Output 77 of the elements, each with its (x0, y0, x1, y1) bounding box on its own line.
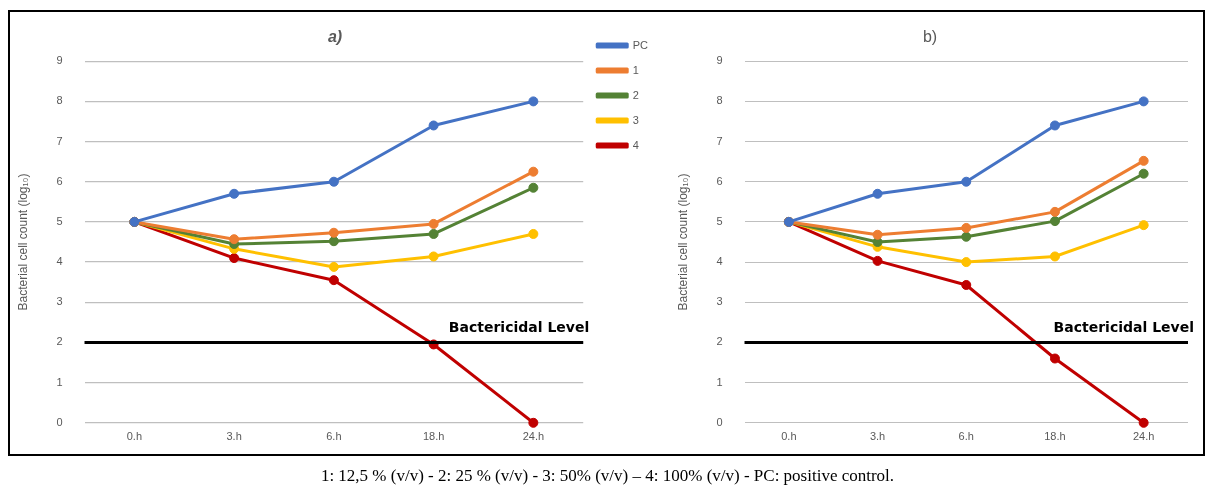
y-tick-label: 4 (716, 255, 723, 268)
y-tick-label: 1 (716, 375, 723, 388)
point (1049, 120, 1060, 131)
point (528, 417, 539, 428)
point (1049, 206, 1060, 217)
point (1138, 168, 1149, 179)
point (528, 96, 539, 107)
point (961, 231, 972, 242)
point (328, 275, 339, 286)
y-tick-label: 7 (56, 134, 63, 147)
x-tick-label: 3.h (226, 430, 242, 443)
point (428, 218, 439, 229)
y-tick-label: 9 (56, 54, 63, 67)
text: 1: 12,5 % (v/v) - 2: 25 % (v/v) - 3: 50% (v/v) – 4: 100% (v/v) - PC: positive control. (319, 466, 896, 486)
x-tick-label: 0.h (781, 430, 797, 443)
x-tick-label: 18.h (1044, 430, 1066, 443)
point (961, 222, 972, 233)
point (1049, 216, 1060, 227)
ref-line-label: Bactericidal Level (1053, 319, 1194, 336)
y-tick-label: 6 (716, 174, 723, 187)
point (428, 251, 439, 262)
point (528, 228, 539, 239)
y-tick-label: 3 (56, 295, 63, 308)
y-tick-label: 5 (56, 214, 63, 227)
ref-line-label: Bactericidal Level (448, 319, 590, 336)
point (229, 253, 240, 264)
legend-label: PC (632, 38, 649, 51)
y-tick-label: 4 (56, 255, 63, 268)
y-tick-label: 6 (56, 174, 63, 187)
point (328, 261, 339, 272)
point (328, 227, 339, 238)
legend-label: 3 (632, 113, 639, 126)
point (328, 176, 339, 187)
x-tick-label: 6.h (326, 430, 342, 443)
y-tick-label: 5 (716, 214, 723, 227)
point (961, 279, 972, 290)
point (1049, 251, 1060, 262)
point (328, 236, 339, 247)
point (872, 229, 883, 240)
legend-label: 1 (632, 63, 639, 76)
point (872, 255, 883, 266)
point (1138, 96, 1149, 107)
y-tick-label: 7 (716, 134, 723, 147)
point (872, 188, 883, 199)
legend-label: 4 (632, 138, 639, 151)
y-axis-title: Bacterial cell count (log₁₀) (675, 173, 690, 311)
y-tick-label: 9 (716, 54, 723, 67)
y-tick-label: 8 (56, 94, 63, 107)
point (1138, 155, 1149, 166)
y-tick-label: 1 (56, 375, 63, 388)
y-tick-label: 0 (716, 415, 723, 428)
point (1138, 220, 1149, 231)
y-axis-title: Bacterial cell count (log₁₀) (15, 173, 30, 311)
y-tick-label: 3 (716, 295, 723, 308)
chart-title: a) (327, 28, 343, 46)
y-tick-label: 0 (56, 415, 63, 428)
point (961, 176, 972, 187)
y-tick-label: 8 (716, 94, 723, 107)
point (229, 188, 240, 199)
point (1049, 353, 1060, 364)
chart-title: b) (922, 28, 938, 46)
point (428, 228, 439, 239)
point (229, 234, 240, 245)
legend-label: 2 (632, 88, 639, 101)
point (528, 182, 539, 193)
y-tick-label: 2 (56, 335, 63, 348)
x-tick-label: 0.h (126, 430, 143, 443)
point (428, 120, 439, 131)
point (1138, 417, 1149, 428)
x-tick-label: 24.h (1132, 430, 1155, 443)
point (961, 257, 972, 268)
x-tick-label: 24.h (522, 430, 545, 443)
x-tick-label: 3.h (869, 430, 886, 443)
y-tick-label: 2 (716, 335, 723, 348)
point (528, 166, 539, 177)
x-tick-label: 6.h (958, 430, 974, 443)
x-tick-label: 18.h (422, 430, 445, 443)
